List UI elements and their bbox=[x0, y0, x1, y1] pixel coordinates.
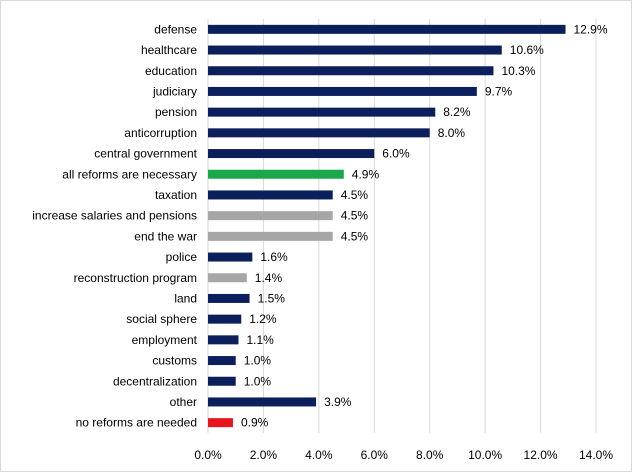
category-label: education bbox=[145, 64, 197, 78]
x-tick-label: 8.0% bbox=[416, 448, 444, 462]
category-labels: defense healthcare education judiciary pensi… bbox=[32, 22, 197, 429]
bar bbox=[208, 231, 333, 241]
data-label: 1.1% bbox=[246, 333, 274, 347]
data-label: 8.2% bbox=[443, 105, 471, 119]
category-label: all reforms are necessary bbox=[62, 167, 197, 181]
data-label: 9.7% bbox=[485, 84, 513, 98]
data-label: 10.3% bbox=[501, 64, 535, 78]
bar bbox=[208, 149, 375, 159]
category-label: defense bbox=[154, 22, 197, 36]
category-label: increase salaries and pensions bbox=[32, 209, 197, 223]
category-label: employment bbox=[132, 333, 198, 347]
x-axis-ticks: 0.0% 2.0% 4.0% 6.0% 8.0% 10.0% 12.0% 14.0% bbox=[194, 448, 613, 462]
category-label: judiciary bbox=[152, 84, 197, 98]
bar bbox=[208, 190, 333, 200]
data-label: 4.5% bbox=[341, 209, 369, 223]
x-tick-label: 10.0% bbox=[468, 448, 502, 462]
x-tick-label: 14.0% bbox=[579, 448, 613, 462]
category-label: police bbox=[166, 250, 198, 264]
bar bbox=[208, 314, 242, 324]
bar bbox=[208, 107, 436, 117]
category-label: end the war bbox=[134, 229, 197, 243]
data-label: 4.9% bbox=[352, 167, 380, 181]
value-labels: 12.9% 10.6% 10.3% 9.7% 8.2% 8.0% 6.0%4.9% 4.5% 4… bbox=[241, 22, 608, 429]
category-label: healthcare bbox=[141, 43, 197, 57]
category-label: central government bbox=[94, 147, 197, 161]
bar bbox=[208, 169, 344, 179]
x-tick-label: 12.0% bbox=[524, 448, 558, 462]
category-label: reconstruction program bbox=[74, 271, 197, 285]
data-label: 1.2% bbox=[249, 312, 277, 326]
bar bbox=[208, 66, 494, 76]
category-label: no reforms are needed bbox=[76, 416, 197, 430]
bar bbox=[208, 252, 253, 262]
data-label: 4.5% bbox=[341, 188, 369, 202]
bar bbox=[208, 128, 430, 138]
category-label: social sphere bbox=[126, 312, 197, 326]
bar bbox=[208, 45, 502, 55]
data-label: 0.9% bbox=[241, 416, 269, 430]
data-label: 3.9% bbox=[324, 395, 352, 409]
category-label: pension bbox=[155, 105, 197, 119]
bar bbox=[208, 86, 477, 96]
data-label: 1.0% bbox=[244, 374, 272, 388]
data-label: 1.4% bbox=[255, 271, 283, 285]
bar bbox=[208, 418, 233, 428]
bar bbox=[208, 397, 317, 407]
bar bbox=[208, 376, 236, 386]
bar bbox=[208, 24, 566, 34]
data-label: 1.6% bbox=[260, 250, 288, 264]
bar bbox=[208, 356, 236, 366]
x-tick-label: 4.0% bbox=[305, 448, 333, 462]
data-label: 10.6% bbox=[510, 43, 544, 57]
x-tick-label: 2.0% bbox=[250, 448, 278, 462]
data-label: 1.5% bbox=[258, 291, 286, 305]
grid-lines bbox=[207, 19, 597, 433]
category-label: taxation bbox=[155, 188, 197, 202]
category-label: land bbox=[174, 291, 197, 305]
bars-group bbox=[208, 24, 566, 428]
category-label: decentralization bbox=[113, 374, 197, 388]
bar bbox=[208, 273, 247, 283]
bar bbox=[208, 211, 333, 221]
x-tick-label: 0.0% bbox=[194, 448, 222, 462]
data-label: 8.0% bbox=[438, 126, 466, 140]
data-label: 6.0% bbox=[382, 147, 410, 161]
data-label: 1.0% bbox=[244, 354, 272, 368]
category-label: other bbox=[170, 395, 197, 409]
bar bbox=[208, 293, 250, 303]
category-label: anticorruption bbox=[124, 126, 197, 140]
data-label: 12.9% bbox=[574, 22, 608, 36]
x-tick-label: 6.0% bbox=[361, 448, 389, 462]
data-label: 4.5% bbox=[341, 229, 369, 243]
bar bbox=[208, 335, 239, 345]
category-label: customs bbox=[152, 354, 197, 368]
